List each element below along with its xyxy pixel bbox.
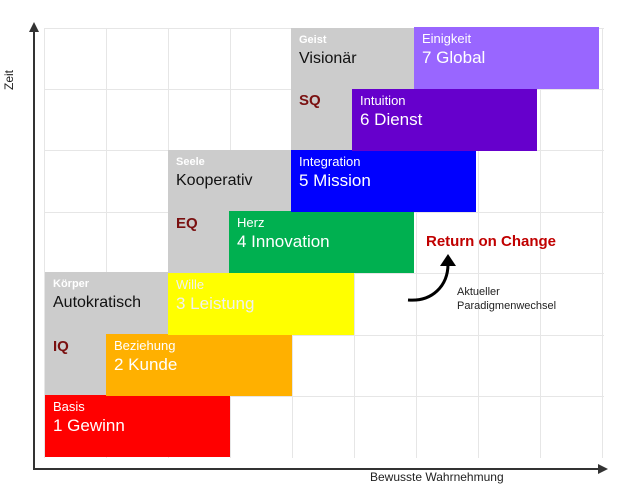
curved-arrow-icon	[407, 254, 456, 302]
tag-eq: EQ	[176, 215, 198, 232]
level-integration: Integration 5 Mission	[291, 150, 476, 212]
level-intuition-title: 6 Dienst	[360, 110, 423, 129]
group-seele-title: Kooperativ	[176, 172, 253, 189]
x-axis-label: Bewusste Wahrnehmung	[370, 470, 504, 484]
level-herz-title: 4 Innovation	[237, 232, 330, 251]
level-beziehung: Beziehung 2 Kunde	[106, 334, 292, 396]
y-axis-arrow-icon	[29, 22, 39, 32]
group-geist-small: Geist	[299, 34, 327, 46]
paradigm-line-1: Aktueller	[457, 286, 500, 298]
group-seele-small: Seele	[176, 156, 205, 168]
y-axis-label: Zeit	[2, 69, 16, 90]
return-on-change-label: Return on Change	[426, 233, 556, 250]
group-geist-wide: Geist Visionär	[291, 28, 415, 90]
x-axis	[33, 468, 599, 470]
level-intuition: Intuition 6 Dienst	[352, 89, 537, 151]
group-koerper-title: Autokratisch	[53, 294, 142, 311]
level-basis-title: 1 Gewinn	[53, 416, 125, 435]
level-beziehung-title: 2 Kunde	[114, 355, 178, 374]
level-herz: Herz 4 Innovation	[229, 211, 414, 273]
level-basis-small: Basis	[53, 399, 85, 414]
level-integration-title: 5 Mission	[299, 171, 371, 190]
level-beziehung-small: Beziehung	[114, 338, 176, 353]
group-koerper-wide: Körper Autokratisch	[45, 272, 169, 334]
paradigm-label: Aktueller Paradigmenwechsel	[457, 285, 556, 313]
level-herz-small: Herz	[237, 215, 265, 230]
paradigm-line-2: Paradigmenwechsel	[457, 300, 557, 312]
level-einigkeit-title: 7 Global	[422, 48, 486, 67]
group-geist-title: Visionär	[299, 50, 357, 67]
level-wille-small: Wille	[176, 277, 205, 292]
level-integration-small: Integration	[299, 154, 361, 169]
group-seele-wide: Seele Kooperativ	[168, 150, 292, 212]
level-einigkeit: Einigkeit 7 Global	[414, 27, 599, 89]
level-wille-title: 3 Leistung	[176, 294, 255, 313]
level-intuition-small: Intuition	[360, 93, 406, 108]
y-axis	[33, 30, 35, 470]
tag-iq: IQ	[53, 338, 69, 355]
level-einigkeit-small: Einigkeit	[422, 31, 472, 46]
x-axis-arrow-icon	[598, 464, 608, 474]
level-wille: Wille 3 Leistung	[168, 273, 354, 335]
group-koerper-small: Körper	[53, 278, 90, 290]
tag-sq: SQ	[299, 92, 321, 109]
level-basis: Basis 1 Gewinn	[45, 395, 230, 457]
